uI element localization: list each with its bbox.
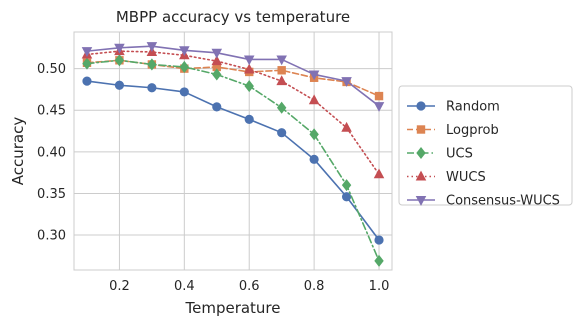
- x-tick-label: 0.8: [304, 279, 325, 294]
- legend-label: Random: [446, 100, 500, 115]
- series-line-random: [86, 80, 380, 241]
- y-tick-label: 0.50: [37, 62, 66, 77]
- legend-item-wucs: WUCS: [407, 170, 486, 185]
- x-tick-label: 0.2: [109, 279, 130, 294]
- data-point-ucs: [341, 179, 352, 192]
- chart-title: MBPP accuracy vs temperature: [116, 8, 350, 26]
- legend-item-consensus-wucs: Consensus-WUCS: [407, 194, 560, 209]
- legend-item-logprob: Logprob: [407, 123, 499, 138]
- data-point-consensus-wucs: [308, 70, 320, 81]
- legend-marker: [416, 101, 426, 111]
- data-point-consensus-wucs: [146, 42, 158, 52]
- legend-marker: [415, 170, 427, 181]
- data-point-consensus-wucs: [81, 47, 93, 57]
- data-point-random: [277, 128, 287, 138]
- y-tick-labels: 0.30 0.35 0.40 0.45 0.50: [37, 62, 66, 243]
- series-line-consensus-wucs: [86, 45, 380, 107]
- data-point-ucs: [309, 128, 319, 141]
- y-tick-label: 0.30: [37, 229, 66, 244]
- data-point-random: [309, 154, 319, 164]
- data-point-consensus-wucs: [276, 55, 287, 66]
- data-point-consensus-wucs: [179, 46, 190, 57]
- data-point-wucs: [341, 121, 352, 132]
- y-tick-label: 0.40: [37, 145, 66, 160]
- x-tick-label: 0.6: [239, 279, 260, 294]
- series-consensus-wucs: [81, 42, 385, 112]
- data-point-logprob: [374, 91, 384, 101]
- data-point-logprob: [277, 66, 286, 75]
- legend-item-ucs: UCS: [407, 147, 473, 162]
- x-tick-label: 0.4: [174, 279, 195, 294]
- y-tick-label: 0.45: [37, 104, 66, 119]
- plot-background: [74, 32, 392, 270]
- data-point-random: [374, 235, 384, 245]
- legend-label: WUCS: [446, 170, 486, 185]
- series-random: [82, 76, 384, 245]
- data-point-consensus-wucs: [114, 43, 125, 54]
- data-point-ucs: [374, 254, 384, 267]
- x-tick-label: 1.0: [369, 279, 390, 294]
- data-point-random: [82, 76, 92, 86]
- legend-frame: [398, 85, 573, 206]
- legend-marker: [416, 146, 426, 160]
- data-point-consensus-wucs: [373, 102, 385, 112]
- data-point-random: [179, 87, 189, 97]
- data-point-random: [212, 102, 222, 112]
- data-point-consensus-wucs: [341, 77, 352, 87]
- data-point-ucs: [82, 57, 92, 70]
- y-axis-label: Accuracy: [9, 117, 27, 186]
- data-point-ucs: [276, 101, 287, 114]
- data-point-random: [147, 83, 157, 93]
- y-tick-label: 0.35: [37, 187, 66, 202]
- data-point-ucs: [179, 60, 190, 74]
- data-point-random: [114, 80, 125, 90]
- data-point-ucs: [147, 58, 157, 71]
- x-axis-label: Temperature: [184, 299, 280, 317]
- data-point-random: [244, 114, 254, 124]
- series-group: [81, 42, 385, 267]
- series-line-ucs: [86, 59, 380, 262]
- legend-label: Logprob: [446, 123, 499, 138]
- data-point-consensus-wucs: [243, 55, 255, 66]
- data-point-wucs: [276, 75, 287, 86]
- legend: Random Logprob UCS WUCS Consensus-WUCS: [398, 85, 573, 209]
- data-point-wucs: [243, 63, 255, 74]
- legend-marker: [416, 125, 426, 134]
- data-point-wucs: [373, 168, 385, 179]
- series-ucs: [82, 54, 384, 267]
- data-point-wucs: [211, 55, 223, 66]
- data-point-ucs: [114, 54, 125, 67]
- legend-label: UCS: [446, 147, 473, 162]
- x-tick-labels: 0.2 0.4 0.6 0.8 1.0: [109, 279, 389, 294]
- data-point-ucs: [212, 68, 222, 81]
- data-point-ucs: [244, 80, 254, 93]
- plot-frame: [73, 31, 393, 271]
- legend-label: Consensus-WUCS: [446, 194, 560, 209]
- legend-item-random: Random: [407, 100, 500, 115]
- data-point-wucs: [308, 94, 320, 105]
- legend-marker: [415, 195, 427, 206]
- series-line-wucs: [86, 50, 380, 176]
- data-point-consensus-wucs: [211, 48, 223, 59]
